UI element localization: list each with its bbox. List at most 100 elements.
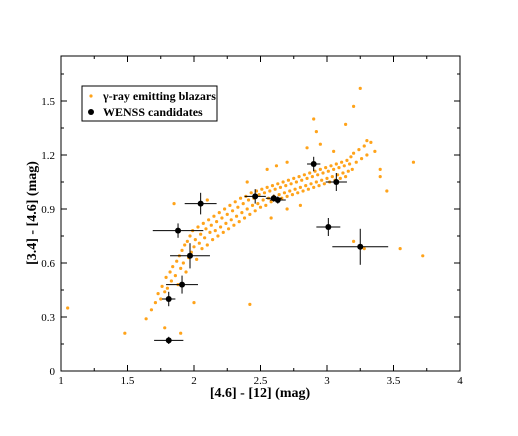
blazar-point (233, 200, 237, 204)
blazar-point (378, 167, 382, 171)
blazar-point (278, 185, 283, 189)
blazar-point (338, 176, 342, 180)
blazar-point (341, 171, 345, 175)
candidate-points (152, 156, 389, 344)
blazar-point (236, 205, 240, 209)
blazar-point (230, 209, 235, 213)
blazar-point (332, 149, 336, 153)
blazar-point (309, 182, 313, 186)
blazar-point (196, 225, 200, 229)
candidate-point-group (152, 223, 204, 238)
blazar-point (312, 117, 316, 121)
blazar-point (163, 290, 167, 294)
candidate-point (325, 224, 332, 230)
blazar-point (228, 203, 232, 207)
blazar-point (245, 180, 249, 184)
candidate-point-group (244, 189, 266, 204)
blazar-point (173, 274, 177, 278)
blazar-point (207, 218, 211, 222)
blazar-point (314, 130, 318, 134)
blazar-point (282, 191, 287, 195)
candidate-point (165, 296, 172, 302)
candidate-point-group (166, 275, 198, 294)
candidate-point-group (316, 218, 341, 236)
legend-marker-candidates (88, 109, 94, 115)
candidate-point (357, 243, 364, 250)
blazar-point (324, 166, 328, 170)
blazar-point (221, 230, 225, 234)
blazar-point (362, 247, 366, 251)
blazar-point (245, 207, 249, 211)
blazar-point (175, 259, 179, 263)
x-tick-label: 3.5 (387, 375, 401, 387)
blazar-point (224, 221, 228, 225)
blazar-point (222, 207, 227, 211)
blazar-point (234, 214, 239, 218)
blazar-point (320, 178, 324, 182)
blazar-point (314, 180, 318, 184)
blazar-point (284, 184, 288, 188)
blazar-point (398, 247, 402, 251)
blazar-point (300, 178, 304, 182)
blazar-point (313, 169, 317, 173)
blazar-point (285, 207, 289, 211)
blazar-point (373, 149, 377, 153)
blazar-point (180, 248, 184, 252)
blazar-point (164, 275, 168, 279)
blazar-point (336, 173, 340, 177)
blazar-point (156, 292, 160, 296)
y-tick-labels: 0 0.3 0.6 0.9 1.2 1.5 (41, 96, 55, 378)
y-tick-label: 1.5 (41, 96, 55, 108)
blazar-point (260, 187, 264, 191)
blazar-point (352, 104, 356, 108)
candidate-point (274, 197, 281, 203)
blazar-point (188, 234, 192, 238)
blazar-point (305, 176, 309, 180)
blazar-point (195, 257, 199, 261)
blazar-point (253, 209, 257, 213)
candidate-point-group (162, 291, 176, 307)
blazar-point (205, 198, 209, 202)
blazar-point (332, 167, 336, 171)
legend-label-blazars: γ-ray emitting blazars (102, 89, 216, 103)
blazar-point (171, 265, 175, 269)
blazar-point (318, 142, 322, 146)
candidate-point (165, 337, 172, 344)
blazar-point (359, 157, 364, 161)
blazar-point (265, 185, 269, 189)
blazar-point (325, 176, 329, 180)
y-tick-label: 1.2 (41, 150, 55, 162)
blazar-point (172, 202, 176, 206)
blazar-point (342, 164, 346, 168)
blazar-point (246, 198, 251, 202)
blazar-point (183, 243, 187, 247)
blazar-point (237, 220, 241, 224)
legend-marker-blazars (89, 94, 93, 98)
blazar-point (249, 191, 253, 195)
blazar-point (290, 193, 295, 197)
candidate-point (333, 179, 340, 185)
blazar-point (357, 148, 361, 152)
blazar-point (248, 212, 252, 216)
blazar-point (199, 232, 203, 236)
blazar-point (192, 245, 196, 249)
blazar-point (163, 326, 167, 330)
blazar-point (294, 180, 299, 184)
blazar-point (258, 205, 263, 209)
blazar-point (340, 160, 344, 164)
blazar-point (310, 175, 314, 179)
blazar-point (215, 220, 219, 224)
blazar-point (354, 160, 358, 164)
blazar-point (348, 162, 352, 166)
blazar-point (219, 225, 223, 229)
blazar-point (269, 216, 273, 220)
blazar-point (346, 169, 350, 173)
blazar-point (350, 167, 354, 171)
blazar-point (304, 184, 308, 188)
blazar-point (261, 198, 265, 202)
blazar-point (337, 166, 341, 170)
x-axis-title: [4.6] - [12] (mag) (210, 386, 311, 401)
blazar-point (204, 227, 208, 231)
blazar-point (344, 175, 348, 179)
blazar-point (149, 308, 154, 312)
